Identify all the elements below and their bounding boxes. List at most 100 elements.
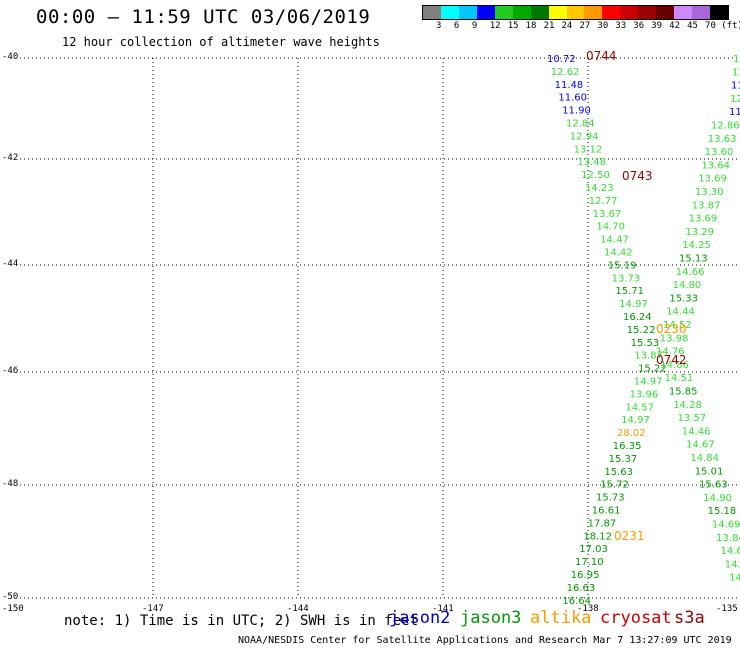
lat-label: -42 (2, 153, 19, 163)
colorbar-swatch (440, 6, 459, 19)
colorbar-label: 6 (453, 21, 460, 31)
swh-value: 14. (729, 573, 740, 584)
swh-value: 14.97 (619, 299, 648, 310)
units-note: note: 1) Time is in UTC; 2) SWH is in fe… (64, 613, 419, 629)
colorbar (422, 5, 729, 20)
swh-value: 13.29 (685, 227, 714, 238)
swh-value: 12.84 (566, 119, 595, 130)
lon-label: -144 (287, 604, 309, 614)
lon-label: -150 (2, 604, 24, 614)
swh-value: 15.22 (627, 325, 656, 336)
swh-value: 13.69 (689, 214, 718, 225)
lat-label: -50 (2, 592, 19, 602)
colorbar-swatch (530, 6, 549, 19)
swh-value: 15.01 (695, 466, 724, 477)
swh-value: 14.97 (634, 377, 663, 388)
colorbar-swatch (674, 6, 693, 19)
swh-value: 14.69 (712, 520, 740, 531)
swh-value: 14.86 (660, 360, 689, 371)
colorbar-label: 33 (615, 21, 627, 31)
swh-value: 12.94 (570, 131, 599, 142)
swh-value: 14.2 (725, 559, 740, 570)
swh-value: 15.63 (604, 467, 633, 478)
swh-value: 13.60 (705, 147, 734, 158)
time-annotation: 0744 (586, 49, 617, 63)
swh-value: 14.66 (676, 267, 705, 278)
swh-value: 13.98 (660, 333, 689, 344)
colorbar-label: 12 (489, 21, 501, 31)
colorbar-swatch (692, 6, 710, 19)
swh-value: 14.47 (600, 235, 629, 246)
colorbar-label: 42 (669, 21, 681, 31)
swh-value: 13.73 (612, 273, 641, 284)
swh-value: 13.48 (577, 157, 606, 168)
colorbar-labels: 3 6 9 12 15 18 21 24 27 30 33 36 39 42 45 70 (ft) (422, 21, 740, 33)
swh-value: 15.13 (679, 254, 708, 265)
swh-value: 12.62 (551, 67, 580, 78)
colorbar-label: 45 (687, 21, 698, 31)
swh-value: 1 (733, 54, 739, 65)
colorbar-label: 24 (561, 21, 573, 31)
lat-label: -44 (2, 259, 19, 269)
swh-value: 13.69 (698, 174, 727, 185)
colorbar-label: 18 (525, 21, 537, 31)
lat-label: -46 (2, 366, 19, 376)
colorbar-swatch (423, 6, 441, 19)
legend-altika: altika (530, 608, 592, 628)
swh-value: 13.96 (630, 389, 659, 400)
colorbar-label: 30 (597, 21, 609, 31)
swh-value: 11.7 (729, 107, 740, 118)
swh-value: 11. (731, 81, 740, 92)
swh-value: 11.90 (562, 106, 591, 117)
swh-value: 12.86 (711, 121, 740, 132)
lon-label: -138 (577, 604, 599, 614)
swh-value: 14.90 (703, 493, 732, 504)
time-annotation: 0231 (614, 529, 645, 543)
swh-value: 14.52 (663, 320, 692, 331)
swh-value: 16.95 (571, 570, 600, 581)
swh-value: 14.51 (665, 373, 694, 384)
lon-label: -135 (716, 604, 738, 614)
swh-value: 15.63 (699, 480, 728, 491)
swh-value: 14.70 (596, 222, 625, 233)
legend-cryosat: cryosat (600, 608, 672, 628)
swh-value: 15.71 (615, 286, 644, 297)
colorbar-swatch (638, 6, 657, 19)
legend-jason2: jason2 (389, 608, 451, 628)
swh-value: 13.57 (678, 413, 707, 424)
swh-value: 15.37 (609, 454, 638, 465)
swh-value: 15.22 (638, 364, 667, 375)
swh-value: 13.67 (593, 209, 622, 220)
colorbar-swatch (548, 6, 567, 19)
swh-value: 14.80 (673, 280, 702, 291)
lat-label: -40 (2, 52, 19, 62)
time-annotation: 0230 (656, 322, 687, 336)
swh-value: 18.12 (583, 531, 612, 542)
footer-credit: NOAA/NESDIS Center for Satellite Applica… (238, 635, 732, 646)
swh-value: 12.50 (581, 170, 610, 181)
page-title: 00:00 – 11:59 UTC 03/06/2019 (36, 6, 371, 28)
swh-value: 14.76 (656, 347, 685, 358)
swh-value: 12.77 (589, 196, 618, 207)
colorbar-label: 3 (435, 21, 442, 31)
swh-value: 15.73 (596, 493, 625, 504)
swh-value: 14.97 (621, 415, 650, 426)
swh-value: 14.46 (682, 426, 711, 437)
swh-value: 17.03 (579, 544, 608, 555)
colorbar-swatch (656, 6, 675, 19)
colorbar-label: 36 (633, 21, 645, 31)
colorbar-label: 21 (543, 21, 555, 31)
colorbar-swatch (458, 6, 477, 19)
time-annotation: 0742 (656, 353, 687, 367)
swh-value: 14.57 (625, 402, 654, 413)
lon-label: -141 (432, 604, 454, 614)
lat-label: -48 (2, 479, 19, 489)
colorbar-label: 15 (507, 21, 519, 31)
swh-value: 14.42 (604, 248, 633, 259)
lon-label: -147 (142, 604, 164, 614)
colorbar-label: 9 (471, 21, 478, 31)
colorbar-swatch (476, 6, 495, 19)
swh-value: 13.87 (692, 200, 721, 211)
